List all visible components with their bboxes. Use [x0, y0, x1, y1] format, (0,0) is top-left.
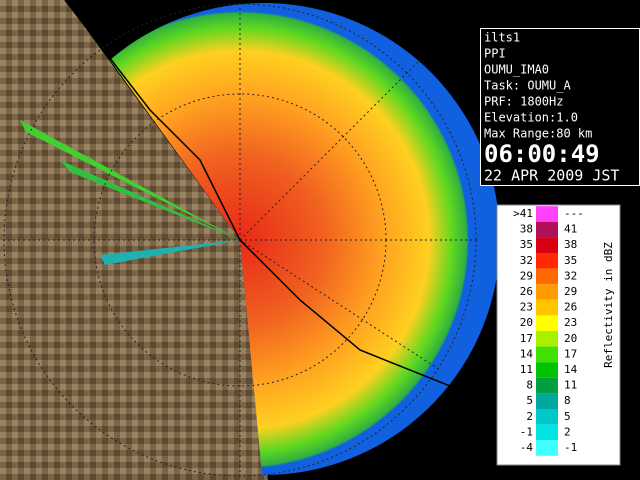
- echo-streak: [20, 120, 240, 240]
- legend-swatch: [536, 253, 558, 269]
- legend-high: 35: [564, 254, 577, 267]
- legend-box: [496, 204, 621, 466]
- legend-swatch: [536, 221, 558, 238]
- legend-low: -4: [520, 441, 534, 454]
- legend-high: 20: [564, 332, 577, 345]
- legend-swatch: [536, 440, 558, 456]
- info-line: Elevation:1.0: [484, 111, 578, 125]
- legend-low: 23: [520, 301, 533, 314]
- legend-low: 11: [520, 363, 533, 376]
- legend-low: 26: [520, 285, 533, 298]
- legend-high: 14: [564, 363, 578, 376]
- legend-swatch: [536, 393, 558, 409]
- legend-swatch: [536, 346, 558, 363]
- legend-low: 2: [526, 410, 533, 423]
- legend-swatch: [536, 299, 558, 316]
- legend-low: >41: [513, 207, 533, 220]
- legend-high: 5: [564, 410, 571, 423]
- legend-swatch: [536, 424, 558, 441]
- legend-high: 41: [564, 223, 577, 236]
- legend-swatch: [536, 409, 558, 425]
- legend-swatch: [536, 331, 558, 347]
- legend-swatch: [536, 206, 558, 222]
- info-panel: [480, 28, 640, 186]
- legend-low: 8: [526, 379, 533, 392]
- legend-high: 11: [564, 379, 577, 392]
- range-rings: [0, 0, 480, 480]
- legend-low: 32: [520, 254, 533, 267]
- legend-low: 29: [520, 269, 533, 282]
- legend-low: 17: [520, 332, 533, 345]
- coastline: [64, 0, 461, 391]
- echo-streak: [60, 160, 240, 240]
- legend-high: 32: [564, 269, 577, 282]
- info-line: Task: OUMU_A: [484, 79, 571, 93]
- legend-low: 20: [520, 316, 533, 329]
- time: 06:00:49: [484, 140, 600, 168]
- radar-echo: [110, 3, 500, 476]
- legend-high: ---: [564, 207, 584, 220]
- echo-streak: [100, 240, 240, 265]
- legend-high: 8: [564, 394, 571, 407]
- legend-high: 26: [564, 301, 577, 314]
- legend-high: 29: [564, 285, 577, 298]
- legend-high: 2: [564, 425, 571, 438]
- date: 22 APR 2009 JST: [484, 167, 619, 185]
- info-line: PPI: [484, 47, 506, 61]
- legend-low: 14: [520, 347, 534, 360]
- legend-swatch: [536, 315, 558, 331]
- info-line: ilts1: [484, 31, 520, 45]
- legend-swatch: [536, 362, 558, 378]
- legend-high: 38: [564, 238, 577, 251]
- info-line: Max Range:80 km: [484, 127, 592, 141]
- info-line: OUMU_IMA0: [484, 63, 549, 77]
- legend-high: 17: [564, 347, 577, 360]
- legend-swatch: [536, 284, 558, 300]
- legend-swatch: [536, 237, 558, 253]
- legend-low: 35: [520, 238, 533, 251]
- legend-title: Reflectivity in dBZ: [602, 242, 615, 368]
- legend-high: -1: [564, 441, 577, 454]
- legend-swatch: [536, 268, 558, 285]
- legend-swatch: [536, 377, 558, 394]
- legend-high: 23: [564, 316, 577, 329]
- info-line: PRF: 1800Hz: [484, 95, 563, 109]
- legend-low: -1: [520, 425, 533, 438]
- legend-low: 38: [520, 223, 533, 236]
- legend-low: 5: [526, 394, 533, 407]
